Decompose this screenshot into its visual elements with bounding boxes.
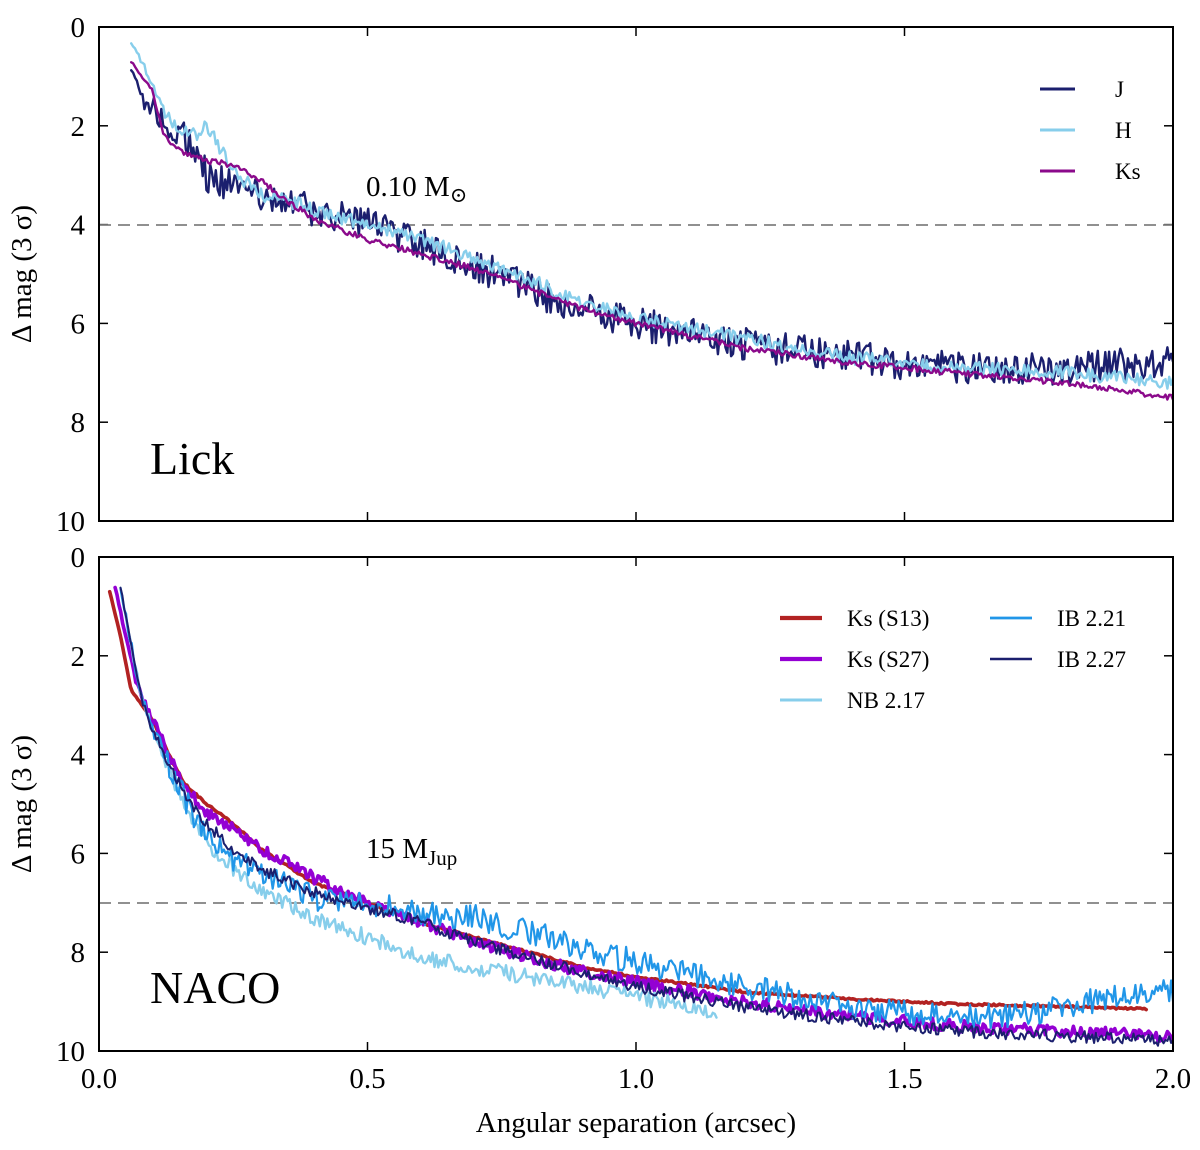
- naco-y-tick-label: 0: [71, 542, 86, 574]
- naco-reference-label: 15 MJup: [366, 833, 457, 870]
- naco-legend-label-ks-s13: Ks (S13): [847, 606, 929, 631]
- naco-y-tick-label: 6: [71, 838, 86, 870]
- naco-y-tick-label: 2: [71, 641, 86, 673]
- lick-axes-frame: [98, 26, 1174, 522]
- lick-panel-label: Lick: [150, 433, 234, 484]
- x-tick-label: 1.5: [886, 1063, 922, 1095]
- lick-y-tick-label: 6: [71, 308, 86, 340]
- lick-series-j: [130, 69, 1173, 386]
- lick-y-tick-label: 8: [71, 407, 86, 439]
- lick-data-lines: [130, 42, 1173, 401]
- lick-series-ks: [130, 61, 1173, 401]
- lick-panel: 0 2 4 6 8 10 0.10 M⊙ Lick Δ mag (3 σ) JH Ks: [6, 12, 1174, 538]
- naco-legend: Ks (S13) Ks (S27) NB 2.17 IB 2.21 IB 2.27: [780, 606, 1126, 713]
- lick-y-tick-label: 10: [56, 506, 85, 538]
- x-axis-label: Angular separation (arcsec): [476, 1107, 796, 1139]
- naco-series-ks-s27: [113, 585, 1173, 1043]
- lick-legend: JH Ks: [1040, 77, 1141, 184]
- lick-y-tick-label: 2: [71, 111, 86, 143]
- lick-y-tick-label: 4: [71, 210, 86, 242]
- naco-legend-label-ib-2-21: IB 2.21: [1057, 606, 1126, 631]
- naco-axes-frame: [98, 556, 1174, 1052]
- lick-reference-label: 0.10 M⊙: [366, 171, 467, 207]
- naco-legend-label-ib-2-27: IB 2.27: [1057, 647, 1126, 672]
- naco-panel-label: NACO: [150, 962, 280, 1013]
- x-tick-label: 0.5: [349, 1063, 385, 1095]
- x-tick-label: 0.0: [81, 1063, 117, 1095]
- naco-y-tick-label: 8: [71, 937, 86, 969]
- naco-legend-label-nb-2-17: NB 2.17: [847, 688, 925, 713]
- naco-y-ticks: 0 2 4 6 8 10: [56, 542, 1173, 1068]
- lick-series-h: [130, 42, 1173, 390]
- lick-legend-label-j: J: [1115, 77, 1124, 102]
- x-tick-label: 1.0: [618, 1063, 654, 1095]
- naco-y-tick-label: 4: [71, 740, 86, 772]
- naco-panel: 0 2 4 6 8 10 0.0 0.5 1.0 1.5 2.0 15 MJup NACO Δ m…: [6, 542, 1191, 1095]
- naco-series-nb-2-17: [119, 586, 718, 1019]
- naco-series-ib-2-27: [119, 586, 1173, 1047]
- lick-legend-label-ks: Ks: [1115, 159, 1141, 184]
- lick-y-axis-label: Δ mag (3 σ): [6, 205, 38, 343]
- naco-y-tick-label: 10: [56, 1036, 85, 1068]
- naco-series-ib-2-21: [119, 587, 1173, 1029]
- lick-y-tick-label: 0: [71, 12, 86, 44]
- naco-x-ticks: 0.0 0.5 1.0 1.5 2.0: [81, 557, 1191, 1095]
- lick-legend-label-h: H: [1115, 118, 1132, 143]
- naco-y-axis-label: Δ mag (3 σ): [6, 735, 38, 873]
- x-tick-label: 2.0: [1155, 1063, 1191, 1095]
- naco-legend-label-ks-s27: Ks (S27): [847, 647, 929, 672]
- naco-data-lines: [107, 585, 1173, 1047]
